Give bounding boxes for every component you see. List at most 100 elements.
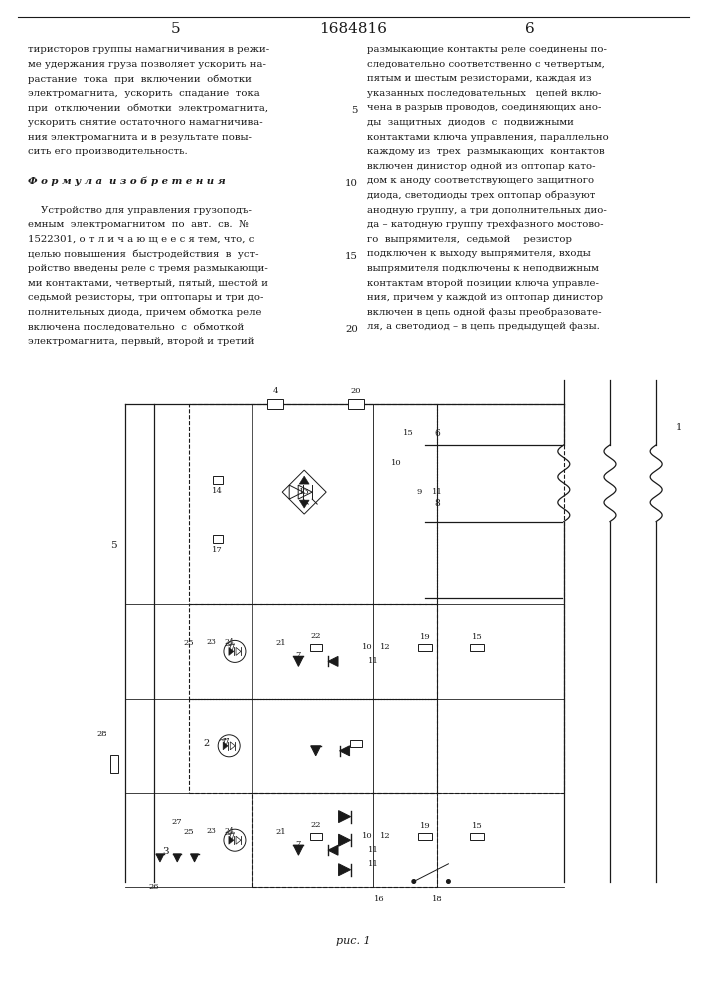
- Bar: [189, 699, 437, 793]
- Polygon shape: [191, 854, 199, 862]
- Text: 19: 19: [420, 822, 431, 830]
- Text: 17: 17: [212, 546, 223, 554]
- Text: 11: 11: [368, 657, 379, 665]
- Text: ройство введены реле с тремя размыкающи-: ройство введены реле с тремя размыкающи-: [28, 264, 268, 273]
- Polygon shape: [339, 864, 351, 876]
- Text: чена в разрыв проводов, соединяющих ано-: чена в разрыв проводов, соединяющих ано-: [367, 103, 602, 112]
- Text: диода, светодиоды трех оптопар образуют: диода, светодиоды трех оптопар образуют: [367, 191, 595, 200]
- Text: контактам второй позиции ключа управле-: контактам второй позиции ключа управле-: [367, 279, 599, 288]
- Text: 11: 11: [431, 488, 443, 496]
- Polygon shape: [310, 746, 321, 756]
- Text: при  отключении  обмотки  электромагнита,: при отключении обмотки электромагнита,: [28, 103, 268, 113]
- Text: 1522301, о т л и ч а ю щ е е с я тем, что, с: 1522301, о т л и ч а ю щ е е с я тем, чт…: [28, 235, 255, 244]
- Text: 28: 28: [97, 730, 107, 738]
- Text: целью повышения  быстродействия  в  уст-: целью повышения быстродействия в уст-: [28, 249, 259, 259]
- Text: емным  электромагнитом  по  авт.  св.  №: емным электромагнитом по авт. св. №: [28, 220, 249, 229]
- Text: 5: 5: [351, 106, 358, 115]
- Polygon shape: [223, 742, 228, 750]
- Text: ми контактами, четвертый, пятый, шестой и: ми контактами, четвертый, пятый, шестой …: [28, 279, 268, 288]
- Bar: [213, 476, 223, 484]
- Text: следовательно соответственно с четвертым,: следовательно соответственно с четвертым…: [367, 60, 605, 69]
- Text: ния электромагнита и в результате повы-: ния электромагнита и в результате повы-: [28, 133, 252, 142]
- Polygon shape: [339, 834, 351, 846]
- Text: полнительных диода, причем обмотка реле: полнительных диода, причем обмотка реле: [28, 308, 262, 317]
- Text: включен в цепь одной фазы преобразовате-: включен в цепь одной фазы преобразовате-: [367, 308, 602, 317]
- Text: ля, а светодиод – в цепь предыдущей фазы.: ля, а светодиод – в цепь предыдущей фазы…: [367, 322, 600, 331]
- Text: 19: 19: [420, 633, 431, 641]
- Text: рис. 1: рис. 1: [336, 936, 370, 946]
- Bar: [110, 754, 118, 772]
- Text: 14: 14: [212, 487, 223, 495]
- Text: тиристоров группы намагничивания в режи-: тиристоров группы намагничивания в режи-: [28, 45, 269, 54]
- Polygon shape: [328, 656, 338, 666]
- Bar: [189, 404, 437, 604]
- Text: 1684816: 1684816: [319, 22, 387, 36]
- Bar: [470, 644, 484, 651]
- Bar: [350, 740, 362, 747]
- Text: выпрямителя подключены к неподвижным: выпрямителя подключены к неподвижным: [367, 264, 599, 273]
- Text: электромагнита, первый, второй и третий: электромагнита, первый, второй и третий: [28, 337, 255, 346]
- Text: подключен к выходу выпрямителя, входы: подключен к выходу выпрямителя, входы: [367, 249, 591, 258]
- Text: каждому из  трех  размыкающих  контактов: каждому из трех размыкающих контактов: [367, 147, 604, 156]
- Text: да – катодную группу трехфазного мостово-: да – катодную группу трехфазного мостово…: [367, 220, 604, 229]
- Text: 10: 10: [362, 832, 373, 840]
- Text: 20: 20: [345, 325, 358, 334]
- Polygon shape: [339, 746, 349, 756]
- Text: пятым и шестым резисторами, каждая из: пятым и шестым резисторами, каждая из: [367, 74, 592, 83]
- Text: 15: 15: [472, 633, 483, 641]
- Bar: [437, 404, 563, 793]
- Text: Ф о р м у л а  и з о б р е т е н и я: Ф о р м у л а и з о б р е т е н и я: [28, 176, 226, 186]
- Text: 6: 6: [434, 429, 440, 438]
- Polygon shape: [299, 476, 309, 484]
- Text: 15: 15: [472, 822, 483, 830]
- Text: 11: 11: [368, 846, 379, 854]
- Text: 22: 22: [310, 821, 321, 829]
- Bar: [348, 399, 364, 409]
- Circle shape: [447, 880, 450, 883]
- Text: 6: 6: [525, 22, 535, 36]
- Text: включена последовательно  с  обмоткой: включена последовательно с обмоткой: [28, 322, 244, 331]
- Text: ния, причем у каждой из оптопар динистор: ния, причем у каждой из оптопар динистор: [367, 293, 603, 302]
- Text: Устройство для управления грузоподъ-: Устройство для управления грузоподъ-: [28, 206, 252, 215]
- Text: 9: 9: [417, 488, 422, 496]
- Text: 4: 4: [273, 387, 278, 395]
- Text: 5: 5: [110, 541, 117, 550]
- Text: 16: 16: [374, 895, 385, 903]
- Text: 12: 12: [380, 832, 390, 840]
- Bar: [213, 535, 223, 543]
- Text: растание  тока  при  включении  обмотки: растание тока при включении обмотки: [28, 74, 252, 84]
- Bar: [419, 644, 433, 651]
- Text: 7: 7: [296, 651, 301, 659]
- Bar: [252, 793, 437, 887]
- Text: включен динистор одной из оптопар като-: включен динистор одной из оптопар като-: [367, 162, 595, 171]
- Polygon shape: [299, 500, 309, 508]
- Text: ме удержания груза позволяет ускорить на-: ме удержания груза позволяет ускорить на…: [28, 60, 266, 69]
- Text: 13: 13: [299, 488, 310, 496]
- Text: 18: 18: [431, 895, 443, 903]
- Text: 3: 3: [163, 848, 169, 856]
- Text: указанных последовательных   цепей вклю-: указанных последовательных цепей вклю-: [367, 89, 602, 98]
- Text: 10: 10: [362, 643, 373, 651]
- Bar: [470, 833, 484, 840]
- Polygon shape: [293, 656, 303, 666]
- Bar: [189, 604, 437, 699]
- Text: 10: 10: [345, 179, 358, 188]
- Text: 5: 5: [171, 22, 181, 36]
- Text: 11: 11: [368, 860, 379, 868]
- Polygon shape: [229, 836, 234, 844]
- Bar: [310, 644, 322, 651]
- Text: 10: 10: [391, 459, 402, 467]
- Polygon shape: [229, 647, 234, 655]
- Bar: [419, 833, 433, 840]
- Text: анодную группу, а три дополнительных дио-: анодную группу, а три дополнительных дио…: [367, 206, 607, 215]
- Text: 25: 25: [184, 828, 194, 836]
- Polygon shape: [173, 854, 181, 862]
- Text: 12: 12: [380, 643, 390, 651]
- Bar: [310, 833, 322, 840]
- Text: дом к аноду соответствующего защитного: дом к аноду соответствующего защитного: [367, 176, 594, 185]
- Text: 22: 22: [310, 632, 321, 640]
- Text: 27: 27: [172, 818, 182, 826]
- Text: 7: 7: [296, 840, 301, 848]
- Text: контактами ключа управления, параллельно: контактами ключа управления, параллельно: [367, 133, 609, 142]
- Text: 21: 21: [276, 639, 286, 647]
